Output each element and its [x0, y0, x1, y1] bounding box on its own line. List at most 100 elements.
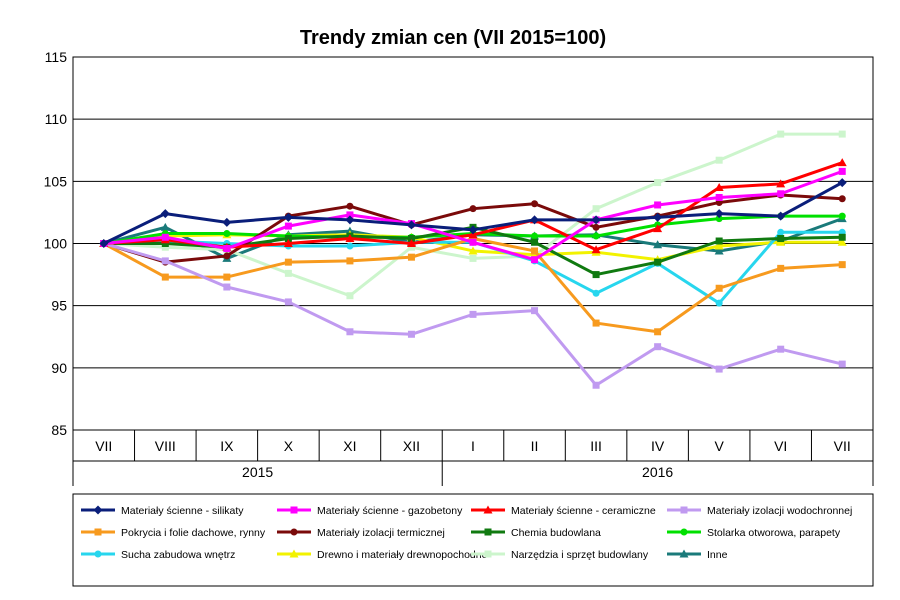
x-tick-label: IV	[651, 438, 665, 454]
chart-frame: Trendy zmian cen (VII 2015=100) 85 90 95 10…	[30, 8, 876, 590]
data-point	[531, 307, 539, 315]
data-point	[161, 233, 169, 241]
legend-item: Materiały izolacji wodochronnej	[667, 505, 852, 517]
data-point	[406, 239, 416, 247]
data-point	[469, 205, 477, 213]
data-point	[838, 261, 846, 269]
legend-label: Stolarka otworowa, parapety	[707, 527, 841, 539]
data-point	[654, 179, 662, 187]
data-point	[531, 200, 539, 208]
legend-marker	[680, 506, 688, 514]
data-point	[592, 205, 600, 213]
data-point	[592, 232, 600, 240]
data-point	[592, 271, 600, 279]
data-point	[714, 246, 724, 255]
data-point	[345, 215, 355, 225]
legend: Materiały ścienne - silikaty Materiały śc…	[72, 493, 874, 587]
data-point	[714, 209, 724, 219]
legend-label: Materiały ścienne - silikaty	[121, 505, 244, 517]
legend-label: Chemia budowlana	[511, 527, 601, 539]
legend-item: Chemia budowlana	[471, 527, 601, 539]
data-point	[777, 264, 785, 272]
data-point	[530, 215, 540, 225]
legend-item: Sucha zabudowa wnętrz	[81, 549, 235, 561]
series-lines	[99, 130, 847, 389]
data-point	[592, 381, 600, 389]
data-point	[777, 235, 785, 243]
data-point	[468, 225, 478, 235]
data-point	[531, 247, 539, 255]
data-point	[407, 243, 415, 251]
x-tick-label: VI	[774, 438, 787, 454]
data-point	[346, 292, 354, 300]
data-point	[838, 360, 846, 368]
x-tick-label: VII	[834, 438, 851, 454]
data-point	[715, 299, 723, 307]
data-point	[777, 190, 785, 198]
data-point	[837, 178, 847, 188]
data-point	[469, 238, 477, 246]
data-point	[469, 310, 477, 318]
data-point	[346, 257, 354, 265]
x-tick-label: I	[471, 438, 475, 454]
data-point	[161, 273, 169, 281]
data-point	[714, 241, 724, 250]
data-point	[468, 246, 478, 255]
data-point	[777, 130, 785, 138]
data-point	[223, 252, 231, 260]
data-point	[161, 240, 169, 247]
data-point	[715, 156, 723, 164]
data-point	[837, 237, 847, 246]
data-point	[592, 319, 600, 327]
legend-label: Materiały ścienne - gazobetony	[317, 505, 463, 517]
data-point	[715, 365, 723, 373]
data-point	[283, 239, 293, 247]
legend-item: Pokrycia i folie dachowe, rynny	[81, 527, 266, 539]
data-point	[407, 235, 415, 243]
legend-label: Materiały izolacji wodochronnej	[707, 505, 852, 517]
data-point	[715, 215, 723, 223]
data-point	[777, 228, 785, 236]
x-tick-label: X	[284, 438, 294, 454]
data-point	[653, 212, 663, 222]
data-point	[406, 220, 416, 230]
legend-marker	[289, 549, 299, 558]
y-tick-label: 115	[45, 49, 68, 65]
year-label: 2016	[642, 464, 673, 480]
data-point	[531, 232, 539, 240]
x-tick-label: III	[590, 438, 602, 454]
legend-marker	[679, 549, 689, 558]
legend-marker	[290, 506, 298, 514]
x-tick-label: XI	[343, 438, 356, 454]
data-point	[838, 195, 846, 203]
data-point	[591, 245, 601, 254]
data-point	[777, 345, 785, 353]
data-point	[653, 224, 663, 233]
data-point	[160, 209, 170, 219]
legend-label: Materiały ścienne - ceramiczne	[511, 505, 656, 517]
legend-marker	[94, 528, 102, 536]
legend-label: Drewno i materiały drewnopochodne	[317, 549, 488, 561]
data-point	[346, 242, 354, 250]
year-label: 2015	[242, 464, 273, 480]
data-point	[284, 222, 292, 230]
legend-item: Inne	[667, 549, 728, 561]
y-tick-label: 100	[44, 236, 68, 252]
data-point	[653, 240, 663, 249]
data-point	[223, 230, 231, 238]
data-point	[284, 298, 292, 306]
plot-area-border	[72, 56, 874, 431]
data-point	[284, 258, 292, 266]
legend-marker	[484, 528, 492, 536]
x-tick-label: II	[531, 438, 539, 454]
data-point	[715, 284, 723, 292]
y-tick-label: 90	[51, 360, 67, 376]
x-tick-label: XII	[403, 438, 420, 454]
chart-title: Trendy zmian cen (VII 2015=100)	[300, 27, 606, 49]
data-point	[654, 258, 662, 266]
legend-label: Pokrycia i folie dachowe, rynny	[121, 527, 266, 539]
data-point	[99, 239, 109, 248]
legend-box	[72, 493, 874, 587]
data-point	[714, 183, 724, 192]
